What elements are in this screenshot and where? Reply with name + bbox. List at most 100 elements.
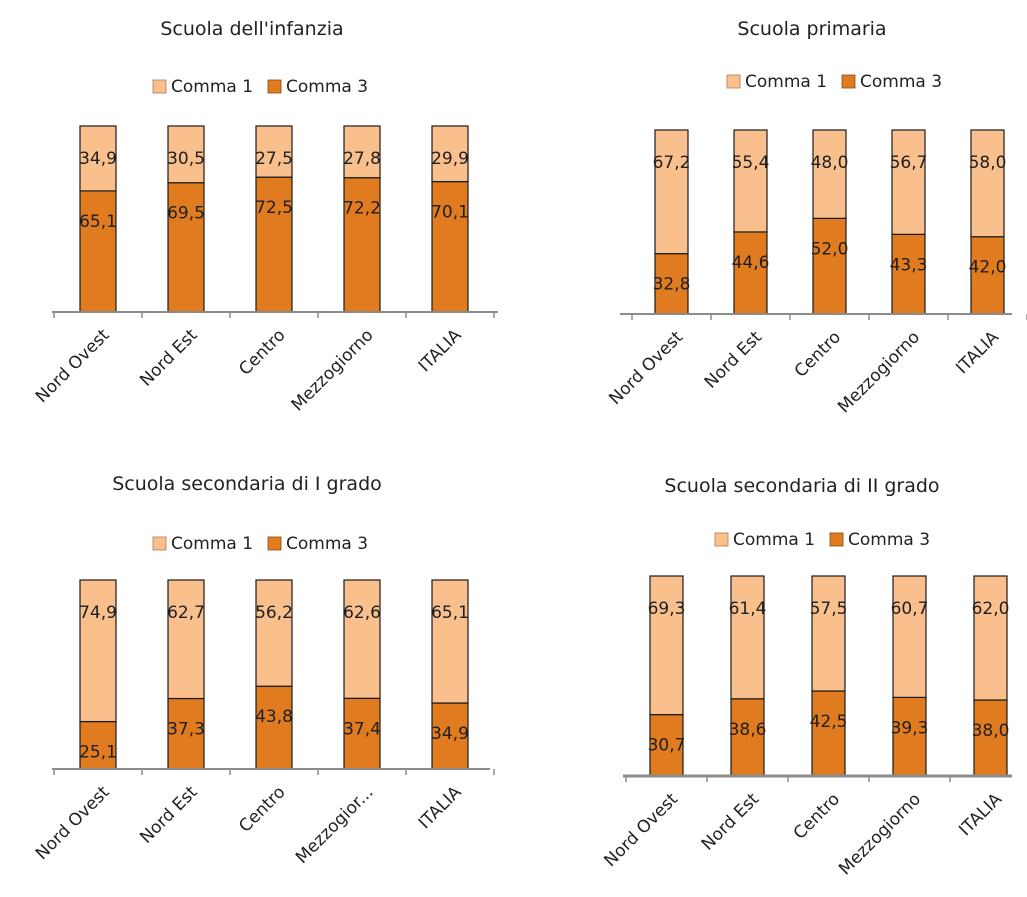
legend-label-comma3: Comma 3 <box>286 77 368 97</box>
bar-comma1 <box>255 125 293 178</box>
data-label-comma1: 74,9 <box>79 603 117 623</box>
data-label-comma3: 69,5 <box>167 204 205 224</box>
legend-swatch-comma1 <box>152 79 167 94</box>
x-tick-label: Centro <box>790 789 844 843</box>
bar-comma1 <box>167 125 205 184</box>
x-tick-label: Nord Ovest <box>605 327 687 409</box>
x-tick-label: Nord Est <box>136 782 201 847</box>
chart-secondaria-i: Scuola secondaria di I grado Comma 1 Comma… <box>32 473 495 868</box>
legend-label-comma1: Comma 1 <box>745 72 827 92</box>
legend-label-comma3: Comma 3 <box>860 72 942 92</box>
bar-comma3 <box>649 714 684 777</box>
bar-comma1 <box>79 125 117 192</box>
data-label-comma3: 65,1 <box>79 212 117 232</box>
chart-panel-secondaria-i: Scuola secondaria di I grado Comma 1 Comma… <box>0 455 500 895</box>
chart-title: Scuola primaria <box>737 18 886 40</box>
x-tick-label: ITALIA <box>952 327 1003 378</box>
x-tick-label: ITALIA <box>415 782 466 833</box>
bar-comma1 <box>973 575 1008 701</box>
data-label-comma3: 38,6 <box>729 720 767 740</box>
chart-secondaria-ii: Scuola secondaria di II grado Comma 1 Comm… <box>600 475 1012 879</box>
legend-swatch-comma1 <box>714 532 729 547</box>
data-label-comma3: 39,3 <box>891 718 929 738</box>
legend-label-comma1: Comma 1 <box>171 77 253 97</box>
data-label-comma1: 67,2 <box>653 153 691 173</box>
x-tick-label: Centro <box>235 325 289 379</box>
bar-comma3 <box>973 699 1008 777</box>
chart-panel-secondaria-ii: Scuola secondaria di II grado Comma 1 Comm… <box>520 455 1020 895</box>
chart-infanzia: Scuola dell'infanzia Comma 1 Comma 3 34,9 65… <box>32 18 498 415</box>
legend-swatch-comma3 <box>841 74 856 89</box>
bar-comma1 <box>255 579 293 687</box>
data-label-comma1: 57,5 <box>810 599 848 619</box>
data-label-comma1: 56,7 <box>890 153 928 173</box>
data-label-comma3: 30,7 <box>648 736 686 756</box>
x-tick-label: Nord Est <box>136 325 201 390</box>
bar-comma1 <box>431 125 469 183</box>
data-label-comma1: 62,7 <box>167 603 205 623</box>
data-label-comma1: 29,9 <box>431 149 469 169</box>
data-label-comma3: 72,5 <box>255 198 293 218</box>
bar-comma3 <box>255 685 293 770</box>
data-label-comma1: 60,7 <box>891 599 929 619</box>
legend-swatch-comma3 <box>829 532 844 547</box>
bar-comma1 <box>654 129 689 255</box>
data-label-comma1: 62,0 <box>972 599 1010 619</box>
chart-panel-primaria: Scuola primaria Comma 1 Comma 3 67,2 32,8 Nor… <box>520 0 1027 440</box>
legend-swatch-comma3 <box>267 79 282 94</box>
data-label-comma3: 37,4 <box>343 719 381 739</box>
data-label-comma3: 43,8 <box>255 707 293 727</box>
data-label-comma1: 27,8 <box>343 149 381 169</box>
bar-comma3 <box>811 690 846 777</box>
bar-comma1 <box>343 125 381 179</box>
data-label-comma3: 38,0 <box>972 721 1010 741</box>
bar-comma1 <box>811 575 846 692</box>
bar-comma1 <box>649 575 684 716</box>
chart-title: Scuola dell'infanzia <box>160 18 343 40</box>
chart-primaria: Scuola primaria Comma 1 Comma 3 67,2 32,8 Nor… <box>605 18 1027 417</box>
data-label-comma1: 62,6 <box>343 603 381 623</box>
data-label-comma1: 48,0 <box>811 153 849 173</box>
data-label-comma1: 61,4 <box>729 599 767 619</box>
legend-label-comma1: Comma 1 <box>733 530 815 550</box>
bar-comma3 <box>812 217 847 315</box>
chart-panel-infanzia: Scuola dell'infanzia Comma 1 Comma 3 34,9 65… <box>0 0 500 440</box>
x-tick-label: Mezzogior... <box>292 782 378 868</box>
data-label-comma1: 27,5 <box>255 149 293 169</box>
bar-comma1 <box>167 579 205 700</box>
bar-comma1 <box>730 575 765 700</box>
data-label-comma1: 69,3 <box>648 599 686 619</box>
data-label-comma3: 37,3 <box>167 720 205 740</box>
bar-comma3 <box>79 190 117 313</box>
bar-comma1 <box>812 129 847 219</box>
bar-comma1 <box>343 579 381 699</box>
data-label-comma3: 72,2 <box>343 199 381 219</box>
x-tick-label: Nord Est <box>698 789 763 854</box>
bar-comma1 <box>431 579 469 704</box>
data-label-comma3: 70,1 <box>431 203 469 223</box>
bar-comma1 <box>79 579 117 723</box>
x-tick-label: Mezzogiorno <box>834 327 924 417</box>
x-tick-label: Mezzogiorno <box>288 325 378 415</box>
bar-comma1 <box>892 575 927 699</box>
data-label-comma3: 25,1 <box>79 743 117 763</box>
data-label-comma3: 43,3 <box>890 255 928 275</box>
x-tick-label: Nord Ovest <box>32 782 114 864</box>
bar-comma1 <box>970 129 1005 238</box>
legend-label-comma3: Comma 3 <box>286 534 368 554</box>
data-label-comma1: 55,4 <box>732 153 770 173</box>
x-tick-label: Nord Ovest <box>600 789 682 871</box>
data-label-comma1: 30,5 <box>167 149 205 169</box>
bar-comma3 <box>167 182 205 313</box>
data-label-comma3: 32,8 <box>653 275 691 295</box>
legend-label-comma1: Comma 1 <box>171 534 253 554</box>
x-tick-label: ITALIA <box>415 325 466 376</box>
x-tick-label: Centro <box>791 327 845 381</box>
bar-comma3 <box>431 181 469 313</box>
data-label-comma3: 52,0 <box>811 239 849 259</box>
legend-swatch-comma3 <box>267 536 282 551</box>
legend-label-comma3: Comma 3 <box>848 530 930 550</box>
x-tick-label: Centro <box>235 782 289 836</box>
bar-comma3 <box>431 702 469 770</box>
data-label-comma1: 58,0 <box>969 153 1007 173</box>
